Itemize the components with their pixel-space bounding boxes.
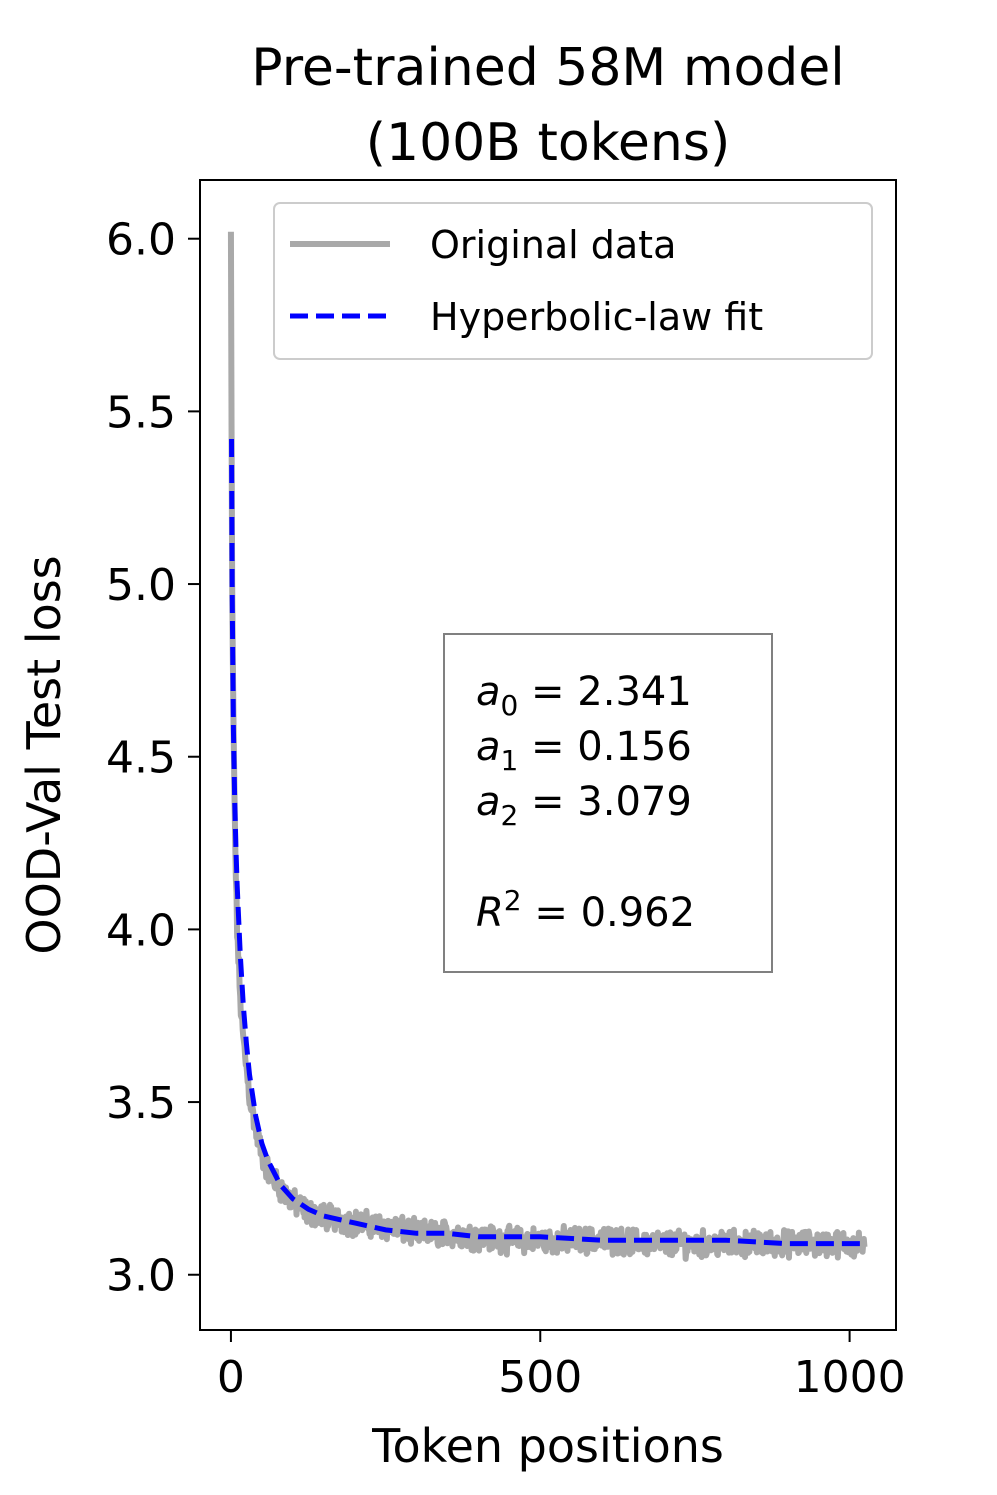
param-a0-value: = 2.341 (518, 669, 691, 715)
x-tick-label: 0 (217, 1352, 245, 1403)
param-a2: a2 = 3.079 (476, 779, 692, 832)
legend-label-fit: Hyperbolic-law fit (430, 295, 763, 339)
param-a2-symbol: a (476, 779, 501, 825)
legend-box (273, 202, 873, 360)
y-tick-label: 3.0 (106, 1251, 176, 1302)
r-squared: R2 = 0.962 (476, 884, 695, 936)
x-axis: 0 500 1000 (217, 1330, 906, 1403)
param-a1: a1 = 0.156 (476, 724, 692, 777)
y-tick-label: 5.5 (106, 387, 176, 438)
y-tick-label: 5.0 (106, 560, 176, 611)
param-a2-subscript: 2 (501, 799, 519, 832)
series-hyperbolic-fit-line (229, 438, 865, 1247)
y-axis: 3.0 3.5 4.0 4.5 5.0 5.5 6.0 (106, 215, 200, 1302)
param-a2-value: = 3.079 (518, 779, 691, 825)
y-tick-label: 6.0 (106, 215, 176, 266)
y-axis-label: OOD-Val Test loss (17, 555, 71, 954)
annotation-frame (443, 633, 773, 973)
x-tick-label: 500 (498, 1352, 582, 1403)
r-squared-value: = 0.962 (522, 890, 695, 936)
x-axis-label: Token positions (371, 1419, 724, 1473)
param-a1-value: = 0.156 (518, 724, 691, 770)
fit-parameters-box: a0 = 2.341 a1 = 0.156 a2 = 3.079 R2 = 0.… (443, 633, 773, 973)
param-a0-symbol: a (476, 669, 501, 715)
param-a0-subscript: 0 (501, 689, 519, 722)
y-tick-label: 3.5 (106, 1078, 176, 1129)
plot-frame (199, 179, 897, 1331)
param-a1-symbol: a (476, 724, 501, 770)
legend-label-original: Original data (430, 223, 676, 267)
y-tick-label: 4.5 (106, 733, 176, 784)
param-a0: a0 = 2.341 (476, 669, 692, 722)
y-tick-label: 4.0 (106, 905, 176, 956)
chart-subtitle: (100B tokens) (366, 113, 731, 173)
legend: Original data Hyperbolic-law fit (273, 202, 873, 360)
plot-area (227, 231, 868, 1262)
x-tick-label: 1000 (794, 1352, 906, 1403)
chart-title: Pre-trained 58M model (251, 38, 844, 98)
series-original-data-line (227, 231, 868, 1262)
r-squared-superscript: 2 (504, 884, 522, 917)
param-a1-subscript: 1 (501, 744, 519, 777)
r-squared-symbol: R (476, 890, 504, 936)
